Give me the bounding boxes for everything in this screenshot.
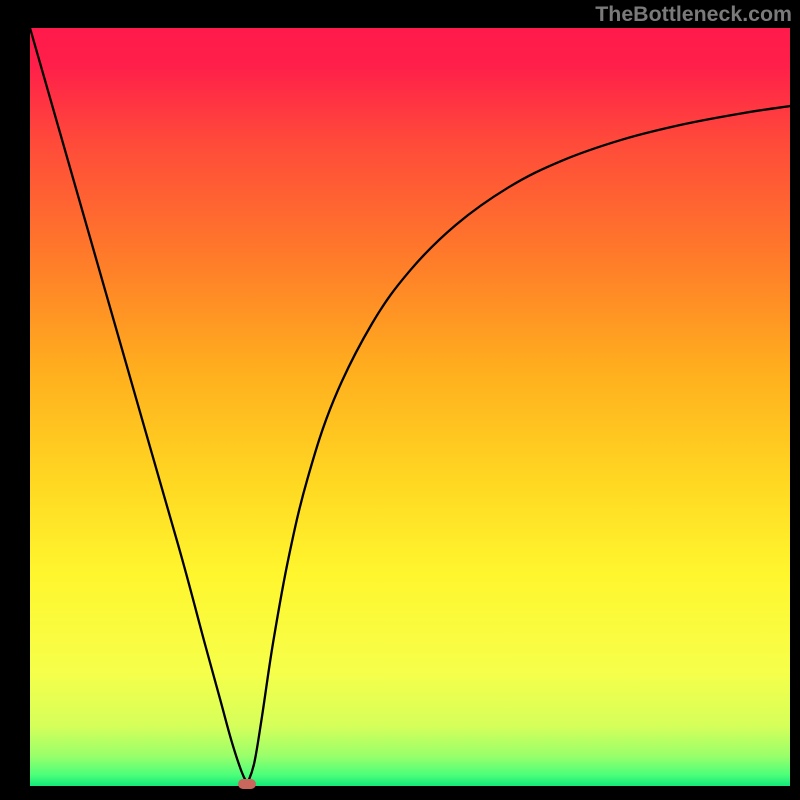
optimal-point-marker — [238, 779, 256, 789]
watermark-text: TheBottleneck.com — [595, 2, 792, 27]
curve-right-branch — [247, 106, 790, 784]
bottleneck-curve — [30, 28, 790, 786]
plot-area — [30, 28, 790, 786]
curve-left-branch — [30, 28, 247, 784]
chart-container: TheBottleneck.com — [0, 0, 800, 800]
